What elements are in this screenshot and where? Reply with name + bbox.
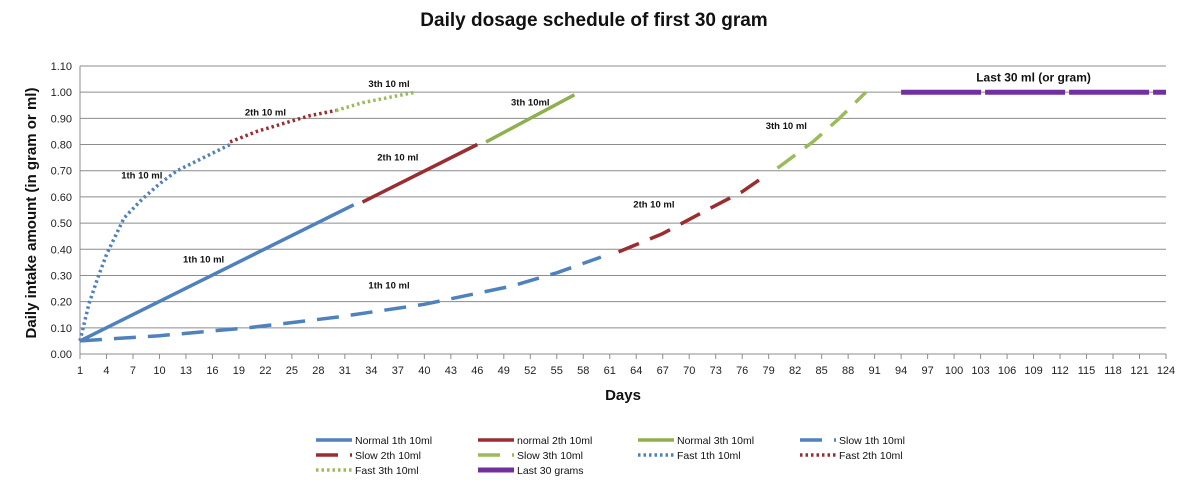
series-line-fast-2th-10ml [229, 108, 337, 144]
x-tick-label: 25 [286, 365, 298, 377]
x-tick-label: 61 [604, 365, 616, 377]
annotation-label: 2th 10 ml [633, 199, 674, 210]
x-tick-label: 73 [710, 365, 722, 377]
series-line-fast-3th-10ml [335, 90, 416, 113]
x-tick-label: 121 [1130, 365, 1148, 377]
x-tick-label: 67 [657, 365, 669, 377]
x-tick-label: 103 [971, 365, 989, 377]
chart-legend: Normal 1th 10ml normal 2th 10ml Normal 3th… [316, 435, 905, 477]
legend-label: Slow 3th 10ml [517, 450, 583, 462]
y-tick-label: 0.40 [51, 244, 72, 256]
legend-label: Fast 2th 10ml [839, 450, 903, 462]
legend-label: Fast 1th 10ml [677, 450, 741, 462]
x-tick-label: 112 [1051, 365, 1069, 377]
x-tick-label: 49 [498, 365, 510, 377]
x-tick-label: 76 [736, 365, 748, 377]
series-line-slow-1th-10ml [79, 255, 602, 343]
x-tick-label: 19 [233, 365, 245, 377]
chart-title: Daily dosage schedule of first 30 gram [420, 10, 767, 31]
legend-label: Slow 2th 10ml [355, 450, 421, 462]
y-tick-label: 0.50 [51, 218, 72, 230]
x-tick-label: 106 [998, 365, 1016, 377]
x-tick-label: 46 [471, 365, 483, 377]
x-tick-label: 58 [577, 365, 589, 377]
y-tick-label: 0.10 [51, 323, 72, 335]
annotation-label: 1th 10 ml [368, 281, 409, 292]
legend-label: Last 30 grams [517, 465, 584, 477]
x-tick-label: 115 [1078, 365, 1096, 377]
annotation-labels: 1th 10 ml 2th 10 ml 3th 10ml 1th 10 ml 2th 1… [121, 71, 1091, 292]
x-tick-label: 28 [312, 365, 324, 377]
grid-lines [79, 65, 1166, 355]
series-line-normal-3th-10ml [485, 93, 576, 144]
x-tick-label: 100 [945, 365, 963, 377]
x-tick-label: 4 [103, 365, 109, 377]
x-tick-label: 55 [551, 365, 563, 377]
x-tick-label: 91 [869, 365, 881, 377]
x-tick-label: 88 [842, 365, 854, 377]
y-axis-ticks: 0.00 0.10 0.20 0.30 0.40 0.50 0.60 0.70 0.80 0.90… [51, 61, 72, 361]
annotation-label: 2th 10 ml [245, 108, 286, 119]
x-tick-label: 31 [339, 365, 351, 377]
annotation-label: 2th 10 ml [377, 152, 418, 163]
y-tick-label: 1.10 [51, 61, 72, 73]
series-line-fast-1th-10ml [78, 142, 231, 342]
y-tick-label: 0.20 [51, 297, 72, 309]
x-tick-label: 10 [153, 365, 165, 377]
series-line-slow-2th-10ml [617, 171, 770, 254]
y-tick-label: 0.00 [51, 349, 72, 361]
legend-label: Slow 1th 10ml [839, 435, 905, 447]
x-tick-label: 97 [921, 365, 933, 377]
series-line-normal-1th-10ml [79, 203, 355, 343]
annotation-label: 3th 10ml [511, 97, 550, 108]
y-tick-label: 0.60 [51, 192, 72, 204]
x-tick-label: 82 [789, 365, 801, 377]
y-tick-label: 0.80 [51, 140, 72, 152]
legend-label: Fast 3th 10ml [355, 465, 419, 477]
legend-label: Normal 1th 10ml [355, 435, 432, 447]
x-tick-label: 22 [259, 365, 271, 377]
y-tick-label: 0.30 [51, 270, 72, 282]
series-lines [78, 89, 1166, 343]
annotation-label: 1th 10 ml [183, 254, 224, 265]
x-tick-label: 118 [1104, 365, 1122, 377]
x-tick-label: 37 [392, 365, 404, 377]
x-axis-ticks: 1 4 7 10 13 16 19 22 25 28 31 34 37 40 43 46 49 52 55 58 61 6… [77, 354, 1175, 377]
x-tick-label: 1 [77, 365, 83, 377]
x-tick-label: 13 [180, 365, 192, 377]
x-tick-label: 124 [1157, 365, 1175, 377]
legend-label: Normal 3th 10ml [677, 435, 754, 447]
annotation-label: 3th 10 ml [766, 121, 807, 132]
y-tick-label: 0.90 [51, 113, 72, 125]
x-tick-label: 94 [895, 365, 907, 377]
series-line-normal-2th-10ml [361, 142, 479, 204]
x-axis-title: Days [605, 387, 641, 404]
series-line-slow-3th-10ml [776, 90, 868, 170]
y-tick-label: 1.00 [51, 87, 72, 99]
x-tick-label: 64 [630, 365, 642, 377]
x-tick-label: 34 [365, 365, 377, 377]
x-tick-label: 43 [445, 365, 457, 377]
x-tick-label: 79 [763, 365, 775, 377]
x-tick-label: 85 [816, 365, 828, 377]
annotation-label: 1th 10 ml [121, 171, 162, 182]
y-axis-title: Daily intake amount (in gram or ml) [23, 88, 40, 339]
annotation-label: Last 30 ml (or gram) [976, 71, 1091, 85]
x-tick-label: 7 [130, 365, 136, 377]
y-tick-label: 0.70 [51, 166, 72, 178]
legend-label: normal 2th 10ml [517, 435, 592, 447]
x-tick-label: 109 [1024, 365, 1042, 377]
annotation-label: 3th 10 ml [368, 79, 409, 90]
x-tick-label: 70 [683, 365, 695, 377]
x-tick-label: 52 [524, 365, 536, 377]
x-tick-label: 40 [418, 365, 430, 377]
x-tick-label: 16 [206, 365, 218, 377]
